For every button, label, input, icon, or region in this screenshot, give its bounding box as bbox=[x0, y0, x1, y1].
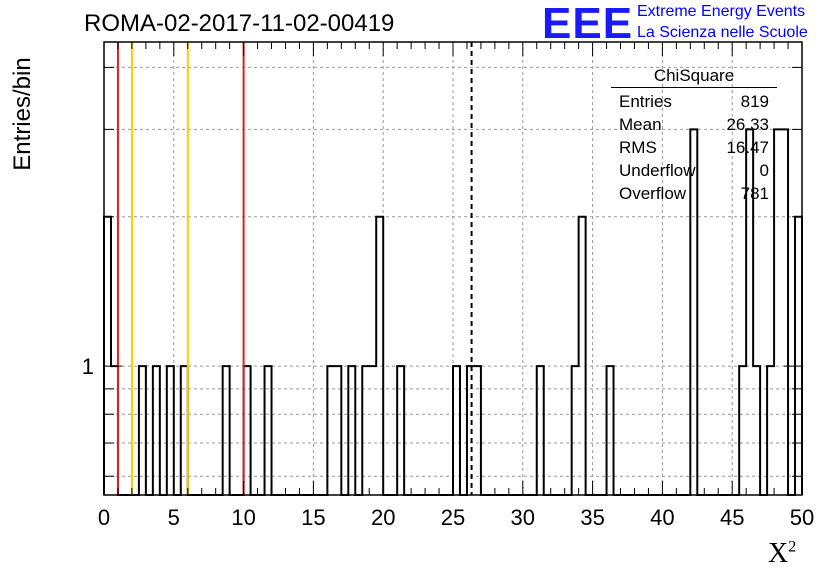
x-tick-label: 35 bbox=[580, 505, 604, 530]
x-axis-label-base: X bbox=[768, 538, 789, 569]
x-tick-label: 0 bbox=[98, 505, 110, 530]
histogram-bin bbox=[537, 366, 544, 495]
x-tick-label: 50 bbox=[790, 505, 814, 530]
stats-value: 781 bbox=[740, 184, 769, 203]
stats-label: Entries bbox=[619, 92, 672, 111]
x-tick-label: 45 bbox=[720, 505, 744, 530]
histogram-bin bbox=[181, 366, 188, 495]
stats-label: Overflow bbox=[619, 184, 687, 203]
histogram-bin bbox=[362, 366, 369, 495]
stats-row-mean: Mean 26.33 bbox=[611, 113, 777, 136]
histogram-bin bbox=[739, 366, 746, 495]
logo-tagline-2: La Scienza nelle Scuole bbox=[637, 24, 808, 41]
histogram-bin bbox=[753, 366, 760, 495]
stats-label: RMS bbox=[619, 138, 657, 157]
stats-box-title: ChiSquare bbox=[611, 66, 777, 88]
histogram-bin bbox=[139, 366, 146, 495]
histogram-bin bbox=[111, 366, 118, 495]
histogram-bin bbox=[265, 366, 272, 495]
x-axis-label-superscript: 2 bbox=[788, 538, 797, 556]
histogram-bin bbox=[579, 217, 586, 495]
histogram-bin bbox=[467, 366, 474, 495]
x-axis-label: X2 bbox=[768, 538, 796, 570]
stats-value: 16.47 bbox=[726, 138, 769, 157]
histogram-bin bbox=[795, 217, 802, 495]
x-tick-label: 5 bbox=[168, 505, 180, 530]
histogram-bin bbox=[376, 217, 383, 495]
histogram-bin bbox=[348, 366, 355, 495]
eee-logo: EEE bbox=[542, 0, 634, 48]
histogram-bin bbox=[607, 366, 614, 495]
logo-tagline-1: Extreme Energy Events bbox=[637, 3, 806, 20]
stats-label: Underflow bbox=[619, 161, 696, 180]
histogram-bin bbox=[223, 366, 230, 495]
x-tick-label: 20 bbox=[371, 505, 395, 530]
stats-box: ChiSquare Entries 819 Mean 26.33 RMS 16.47 … bbox=[611, 66, 777, 205]
histogram-bin bbox=[767, 366, 774, 495]
stats-row-entries: Entries 819 bbox=[611, 90, 777, 113]
stats-value: 819 bbox=[740, 92, 769, 111]
x-tick-label: 30 bbox=[511, 505, 535, 530]
y-tick-label: 1 bbox=[82, 354, 94, 379]
stats-row-rms: RMS 16.47 bbox=[611, 136, 777, 159]
histogram-bin bbox=[369, 366, 376, 495]
histogram-bin bbox=[167, 366, 174, 495]
histogram-bin bbox=[781, 129, 788, 495]
stats-label: Mean bbox=[619, 115, 662, 134]
histogram-bin bbox=[474, 366, 481, 495]
x-tick-label: 40 bbox=[650, 505, 674, 530]
stats-value: 0 bbox=[759, 161, 769, 180]
histogram-bin bbox=[244, 366, 251, 495]
stats-row-overflow: Overflow 781 bbox=[611, 182, 777, 205]
histogram-bin bbox=[327, 366, 334, 495]
chart-title: ROMA-02-2017-11-02-00419 bbox=[84, 10, 395, 37]
histogram-bin bbox=[572, 366, 579, 495]
stats-row-underflow: Underflow 0 bbox=[611, 159, 777, 182]
stats-value: 26.33 bbox=[726, 115, 769, 134]
histogram-bin bbox=[104, 217, 111, 495]
histogram-bin bbox=[453, 366, 460, 495]
x-tick-label: 10 bbox=[231, 505, 255, 530]
histogram-bin bbox=[334, 366, 341, 495]
x-tick-label: 15 bbox=[301, 505, 325, 530]
histogram-bin bbox=[153, 366, 160, 495]
histogram-bin bbox=[397, 366, 404, 495]
x-tick-label: 25 bbox=[441, 505, 465, 530]
